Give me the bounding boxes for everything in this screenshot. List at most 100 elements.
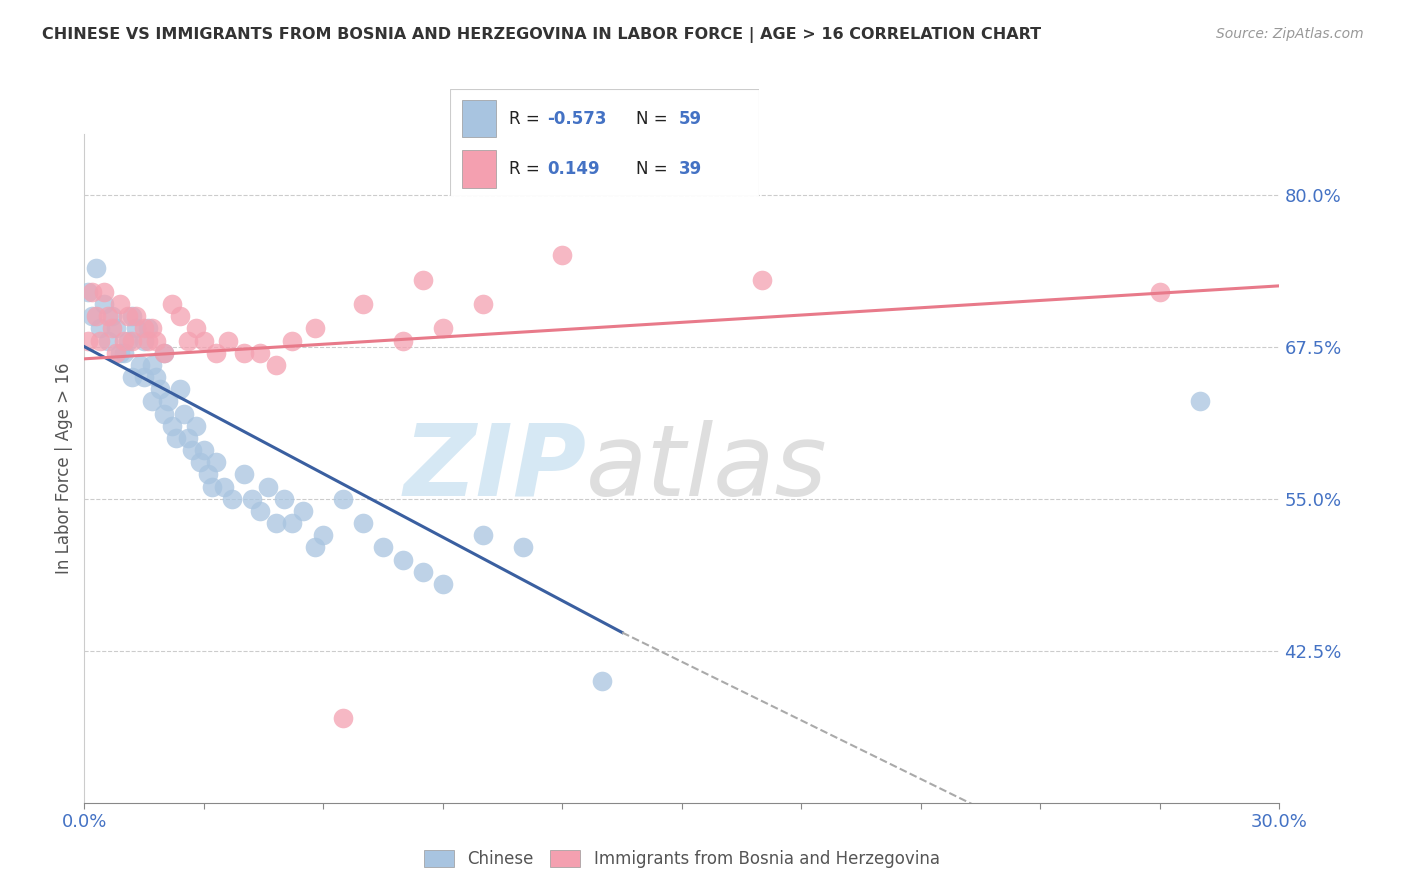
Point — [149, 382, 172, 396]
Point — [165, 431, 187, 445]
Point — [110, 297, 132, 311]
Point — [97, 334, 120, 348]
Point — [184, 418, 207, 433]
Point — [86, 260, 108, 275]
Text: Source: ZipAtlas.com: Source: ZipAtlas.com — [1216, 27, 1364, 41]
Point — [110, 345, 132, 359]
Point — [751, 273, 773, 287]
Point — [312, 528, 335, 542]
Point — [249, 345, 271, 359]
Text: ZIP: ZIP — [404, 420, 586, 516]
Text: 39: 39 — [679, 160, 702, 178]
Point — [432, 321, 454, 335]
Point — [332, 711, 354, 725]
Point — [97, 310, 120, 324]
Point — [184, 321, 207, 335]
Point — [1149, 285, 1171, 299]
Point — [1188, 394, 1211, 409]
Point — [136, 321, 159, 335]
Point — [221, 491, 243, 506]
Point — [93, 285, 115, 299]
Point — [112, 334, 135, 348]
Point — [188, 455, 211, 469]
Point — [153, 407, 176, 421]
Point — [89, 321, 111, 335]
Point — [153, 345, 176, 359]
Text: -0.573: -0.573 — [547, 110, 607, 128]
Point — [280, 516, 302, 530]
Point — [169, 310, 191, 324]
Point — [86, 310, 108, 324]
Text: 0.149: 0.149 — [547, 160, 600, 178]
Point — [177, 431, 200, 445]
Point — [412, 273, 434, 287]
Point — [332, 491, 354, 506]
Point — [551, 248, 574, 262]
Point — [193, 443, 215, 458]
Point — [264, 358, 287, 372]
Point — [352, 516, 374, 530]
Point — [412, 565, 434, 579]
Point — [141, 394, 163, 409]
Point — [105, 321, 128, 335]
Point — [77, 334, 100, 348]
Point — [371, 541, 394, 555]
Point — [145, 370, 167, 384]
Point — [77, 285, 100, 299]
Point — [121, 334, 143, 348]
Point — [141, 358, 163, 372]
Y-axis label: In Labor Force | Age > 16: In Labor Force | Age > 16 — [55, 362, 73, 574]
Point — [132, 334, 156, 348]
Point — [177, 334, 200, 348]
Legend: Chinese, Immigrants from Bosnia and Herzegovina: Chinese, Immigrants from Bosnia and Herz… — [418, 843, 946, 875]
Point — [240, 491, 263, 506]
Point — [153, 345, 176, 359]
Point — [160, 297, 183, 311]
Text: CHINESE VS IMMIGRANTS FROM BOSNIA AND HERZEGOVINA IN LABOR FORCE | AGE > 16 CORR: CHINESE VS IMMIGRANTS FROM BOSNIA AND HE… — [42, 27, 1042, 43]
Point — [117, 310, 139, 324]
Point — [93, 297, 115, 311]
Point — [352, 297, 374, 311]
Text: R =: R = — [509, 110, 544, 128]
Point — [129, 358, 152, 372]
Text: R =: R = — [509, 160, 544, 178]
Point — [101, 310, 124, 324]
Point — [591, 674, 613, 689]
Point — [392, 552, 415, 566]
Point — [392, 334, 415, 348]
Point — [512, 541, 534, 555]
Point — [232, 467, 254, 482]
Point — [169, 382, 191, 396]
Point — [121, 370, 143, 384]
Point — [471, 297, 494, 311]
Point — [89, 334, 111, 348]
Point — [160, 418, 183, 433]
Point — [256, 479, 278, 493]
Point — [121, 310, 143, 324]
Bar — [463, 100, 496, 137]
Point — [82, 310, 104, 324]
Point — [136, 334, 159, 348]
Point — [145, 334, 167, 348]
Point — [117, 334, 139, 348]
Point — [82, 285, 104, 299]
Point — [212, 479, 235, 493]
Point — [292, 504, 315, 518]
Point — [217, 334, 239, 348]
Point — [264, 516, 287, 530]
Point — [249, 504, 271, 518]
Point — [205, 455, 228, 469]
Point — [304, 541, 326, 555]
Text: N =: N = — [636, 160, 672, 178]
Point — [132, 370, 156, 384]
Point — [201, 479, 224, 493]
Point — [125, 321, 148, 335]
Point — [432, 577, 454, 591]
Text: atlas: atlas — [586, 420, 828, 516]
Point — [173, 407, 195, 421]
Point — [112, 345, 135, 359]
Point — [157, 394, 180, 409]
Point — [180, 443, 202, 458]
Bar — [463, 150, 496, 187]
Point — [105, 345, 128, 359]
